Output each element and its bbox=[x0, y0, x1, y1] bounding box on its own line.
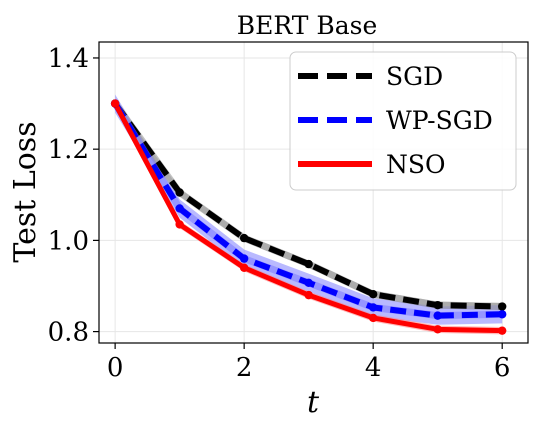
wp-sgd-point bbox=[175, 204, 184, 213]
nso-point bbox=[175, 220, 184, 229]
y-tick-label: 1.2 bbox=[48, 135, 89, 165]
sgd-point bbox=[433, 300, 442, 310]
nso-point bbox=[433, 325, 442, 334]
wp-sgd-point bbox=[497, 310, 507, 319]
nso-point bbox=[239, 263, 249, 272]
x-tick-label: 6 bbox=[494, 353, 511, 383]
y-tick-label: 1.4 bbox=[48, 44, 89, 74]
plot-frame bbox=[98, 41, 529, 344]
nso-point bbox=[497, 326, 507, 335]
nso-point bbox=[110, 99, 120, 108]
wp-sgd-point bbox=[368, 303, 378, 312]
x-tick-label: 4 bbox=[365, 353, 382, 383]
y-axis: 0.8 1.0 1.2 1.4 bbox=[48, 44, 99, 348]
legend-label-sgd: SGD bbox=[386, 62, 443, 91]
x-axis: 0 2 4 6 bbox=[107, 343, 511, 383]
wp-sgd-point bbox=[304, 278, 313, 287]
chart-title: BERT Base bbox=[237, 11, 378, 40]
legend-label-nso: NSO bbox=[386, 150, 446, 179]
legend: SGD WP-SGD NSO bbox=[289, 51, 517, 191]
x-tick-label: 2 bbox=[236, 353, 253, 383]
sgd-point bbox=[175, 188, 184, 197]
wp-sgd-point bbox=[239, 254, 249, 263]
series-points bbox=[110, 99, 507, 335]
wp-sgd-point bbox=[433, 311, 442, 320]
y-tick-label: 0.8 bbox=[48, 318, 89, 348]
nso-point bbox=[368, 313, 378, 323]
x-tick-label: 0 bbox=[107, 353, 124, 383]
sgd-point bbox=[239, 233, 249, 243]
y-tick-label: 1.0 bbox=[48, 226, 89, 256]
x-axis-label: t bbox=[307, 385, 320, 420]
nso-point bbox=[304, 290, 313, 300]
sgd-point bbox=[497, 302, 507, 311]
legend-box bbox=[289, 51, 517, 191]
sgd-point bbox=[304, 259, 313, 269]
y-axis-label: Test Loss bbox=[8, 121, 43, 262]
legend-label-wp-sgd: WP-SGD bbox=[386, 106, 493, 135]
sgd-point bbox=[368, 290, 378, 299]
